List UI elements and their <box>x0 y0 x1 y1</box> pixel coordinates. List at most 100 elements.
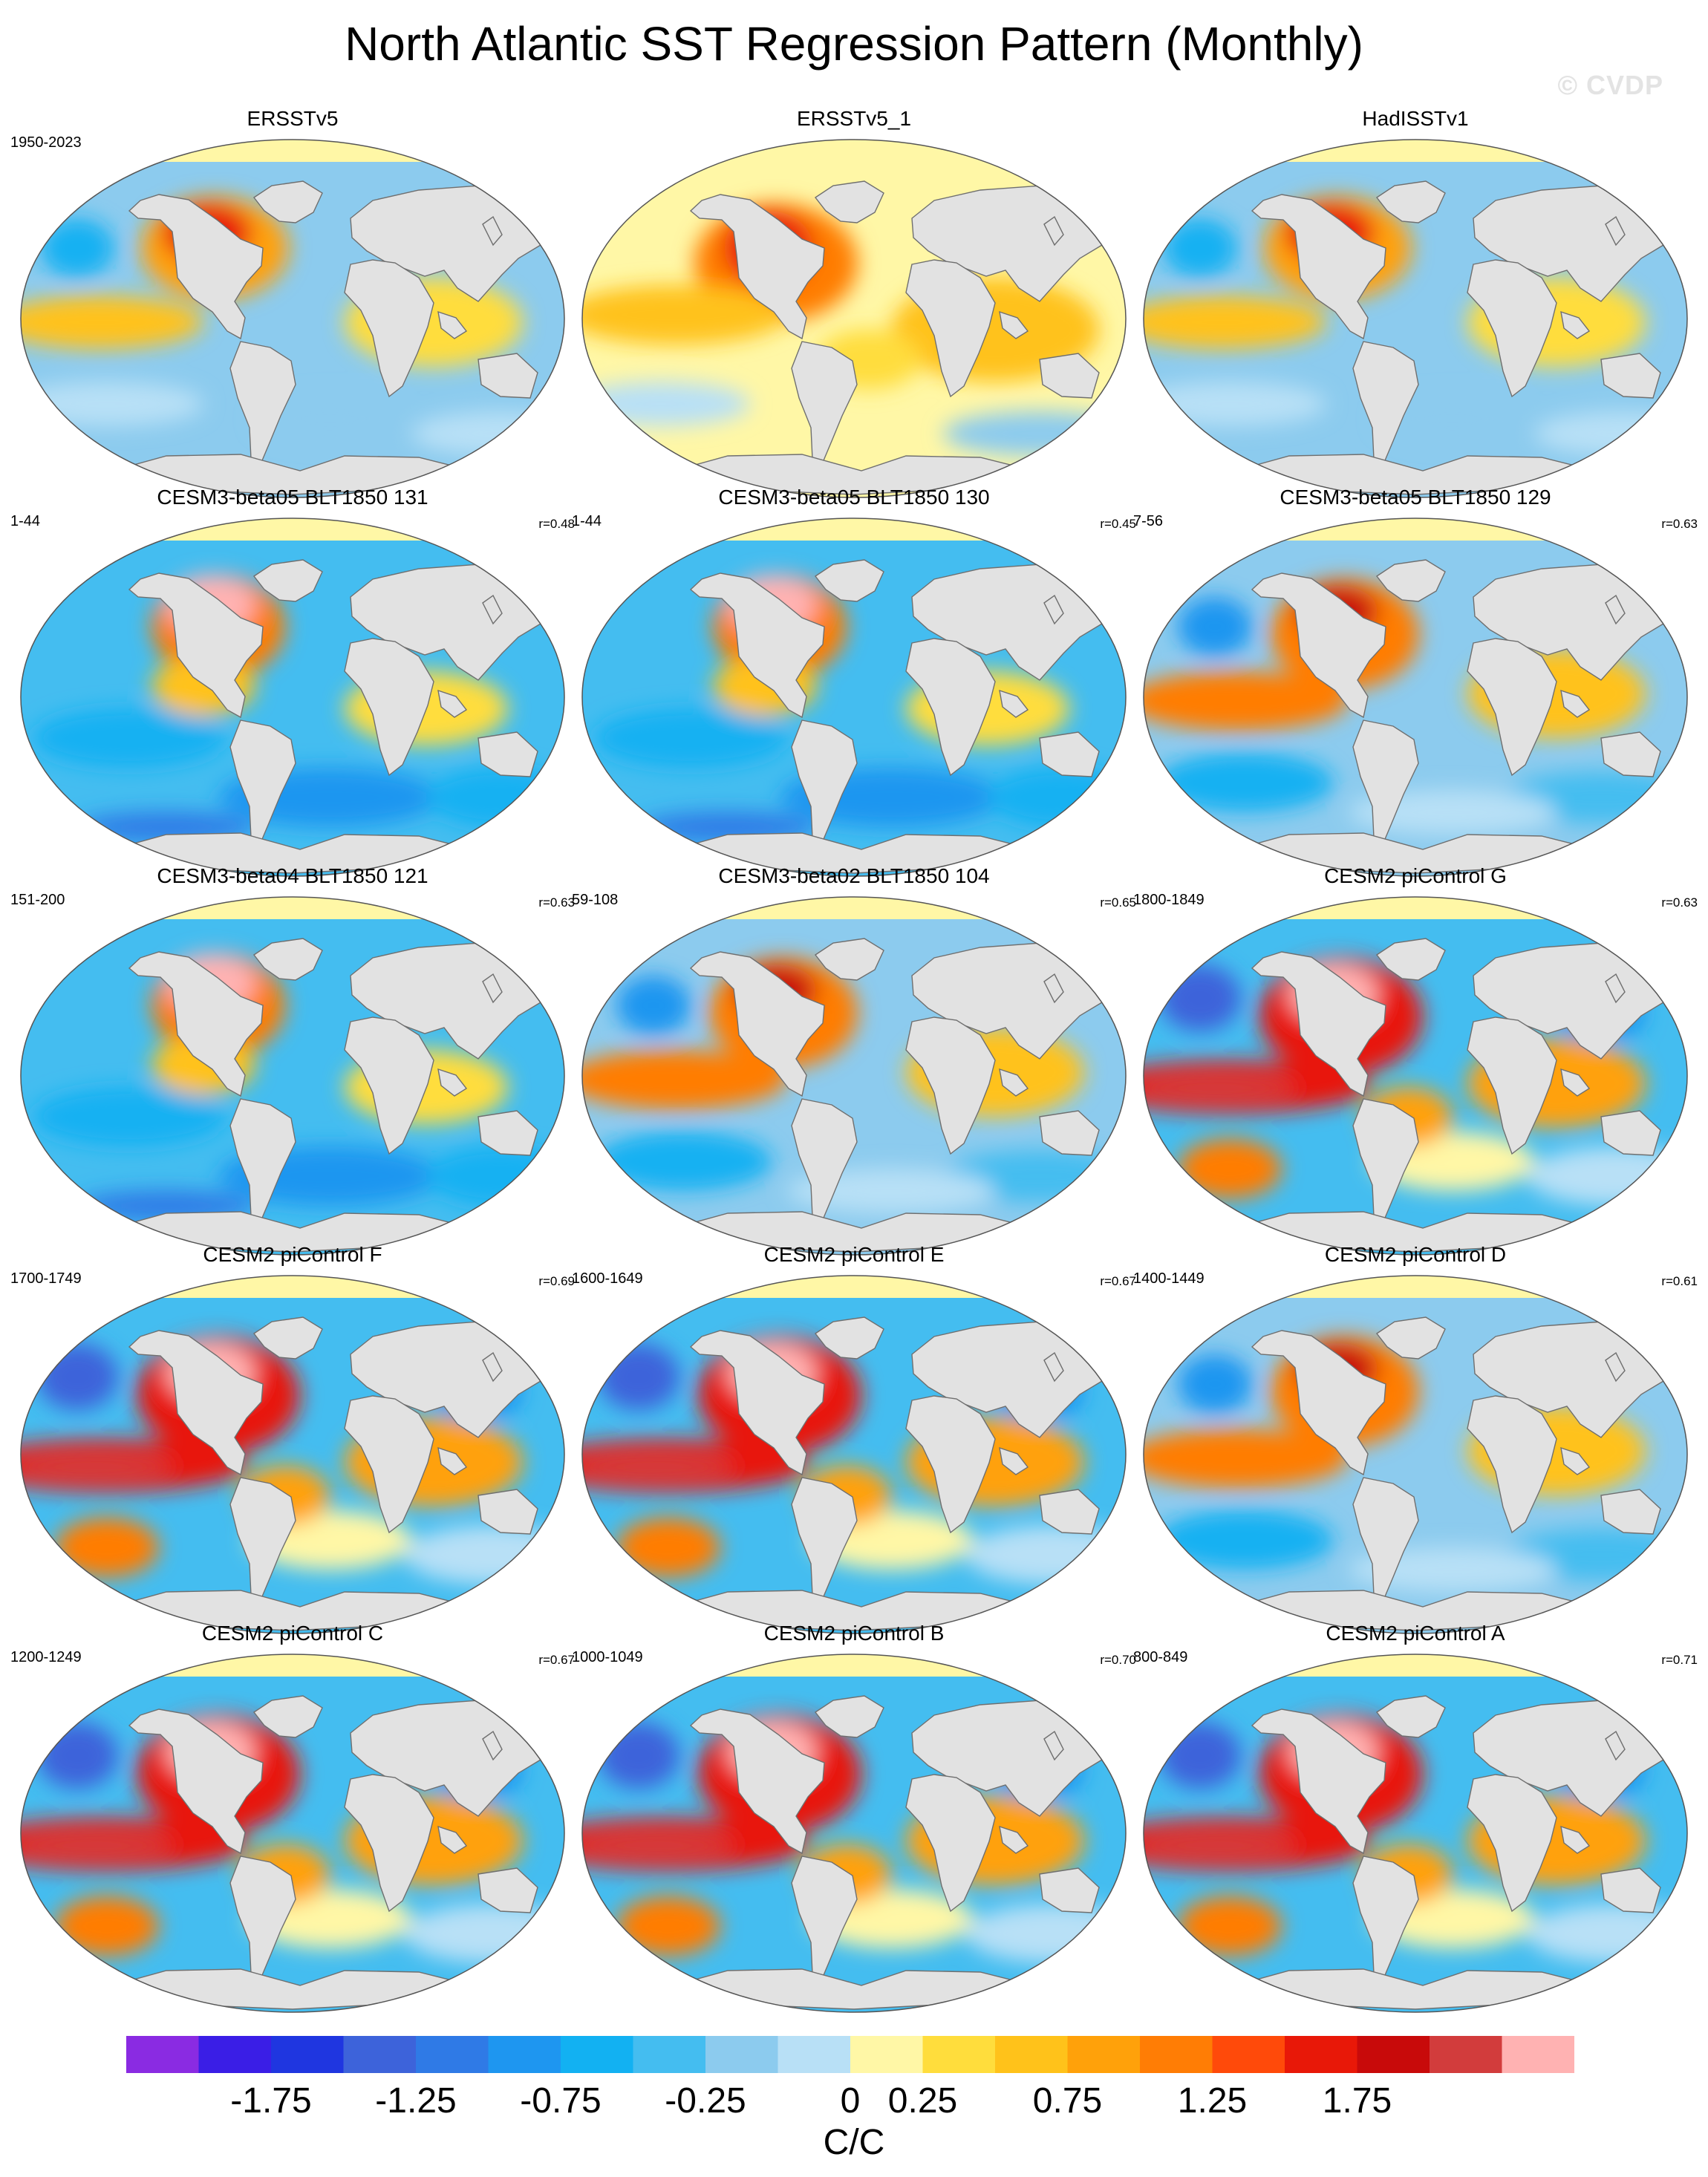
panel-correlation: r=0.67 <box>1100 1274 1136 1288</box>
landmass <box>1600 1867 1661 1913</box>
map-panel: CESM2 piControl D 1400-1449 r=0.61 <box>1133 1241 1698 1642</box>
sst-anomaly <box>616 1896 720 1956</box>
polar-band <box>21 518 564 541</box>
landmass <box>1039 1867 1100 1913</box>
panel-years: 151-200 <box>10 892 65 908</box>
colorbar-swatch <box>922 2036 996 2073</box>
landmass <box>1352 1855 1419 1985</box>
landmass <box>252 559 323 602</box>
polar-band <box>1144 897 1687 919</box>
landmass <box>666 1211 1042 1253</box>
sst-anomaly <box>582 1454 735 1481</box>
map-panel: CESM2 piControl G 1800-1849 r=0.63 <box>1133 863 1698 1264</box>
sst-field <box>582 897 1126 1255</box>
landmass <box>1600 1110 1661 1156</box>
sst-anomaly <box>1159 1722 1241 1789</box>
landmass <box>1228 1211 1603 1253</box>
panel-correlation: r=0.71 <box>1661 1653 1698 1667</box>
panel-title: CESM2 piControl C <box>201 1622 384 1645</box>
colorbar-tick-label: -1.75 <box>230 2081 312 2121</box>
landmass <box>1600 1489 1661 1535</box>
landmass <box>911 564 1109 681</box>
landmass <box>344 1016 434 1155</box>
panel-title: CESM2 piControl B <box>763 1622 945 1645</box>
sst-field <box>1144 1276 1687 1633</box>
sst-anomaly <box>1178 1354 1252 1414</box>
colorbar-tick-label: 1.75 <box>1322 2081 1392 2121</box>
map-projection <box>581 1654 1127 2013</box>
page-title: North Atlantic SST Regression Pattern (M… <box>345 17 1363 71</box>
polar-band <box>582 1276 1126 1298</box>
landmass <box>437 1825 468 1854</box>
landmass <box>1228 454 1603 495</box>
panel-years: 1-44 <box>10 513 41 529</box>
landmass <box>252 1695 323 1738</box>
panel-title: CESM3-beta05 BLT1850 129 <box>1280 486 1551 509</box>
landmass <box>477 731 538 777</box>
landmass <box>1375 938 1446 981</box>
landmass <box>1043 594 1064 625</box>
landmass <box>128 1708 264 1855</box>
map-border <box>1143 518 1688 877</box>
map-border <box>1143 1654 1688 2013</box>
panel-years: 1700-1749 <box>10 1270 82 1287</box>
landmass <box>911 1700 1109 1817</box>
panel-title: CESM3-beta05 BLT1850 131 <box>157 486 428 509</box>
map-panel: CESM3-beta04 BLT1850 121 151-200 r=0.63 <box>10 863 575 1264</box>
panel-title: CESM2 piControl G <box>1324 864 1507 887</box>
landmass <box>1251 1330 1386 1476</box>
panel-title: ERSSTv5 <box>247 107 339 130</box>
sst-anomaly <box>943 411 1126 456</box>
landmass <box>905 259 996 398</box>
landmass <box>1039 1489 1100 1535</box>
colorbar-swatch <box>633 2036 706 2073</box>
landmass <box>791 719 858 849</box>
landmass <box>689 1708 825 1855</box>
landmass <box>482 594 503 625</box>
landmass <box>1473 185 1670 302</box>
landmass <box>814 938 884 981</box>
colorbar-swatch <box>198 2036 272 2073</box>
polar-band <box>582 897 1126 919</box>
panel-correlation: r=0.48 <box>538 517 575 531</box>
landmass <box>905 638 996 777</box>
panel-correlation: r=0.61 <box>1661 1274 1698 1288</box>
landmass <box>1560 310 1591 339</box>
landmass <box>689 1330 825 1476</box>
landmass <box>350 942 547 1060</box>
landmass <box>1473 1321 1670 1438</box>
sst-anomaly <box>21 382 203 426</box>
sst-field <box>21 518 564 876</box>
panel-years: 1950-2023 <box>10 134 82 151</box>
landmass <box>477 1489 538 1535</box>
map-border <box>581 896 1127 1256</box>
landmass <box>791 1477 858 1607</box>
sst-anomaly <box>598 1722 679 1789</box>
landmass <box>128 1330 264 1476</box>
landmass <box>252 1316 323 1360</box>
landmass <box>1251 194 1386 340</box>
colorbar-tick-label: -1.25 <box>375 2081 457 2121</box>
landmass <box>999 1068 1029 1097</box>
map-projection <box>581 139 1127 498</box>
landmass <box>252 180 323 223</box>
colorbar-swatch <box>1502 2036 1574 2073</box>
panel-title: CESM3-beta04 BLT1850 121 <box>157 864 428 887</box>
sst-anomaly <box>594 708 787 768</box>
map-panel: CESM3-beta02 BLT1850 104 59-108 r=0.65 <box>572 863 1136 1264</box>
colorbar-tick-label: -0.25 <box>665 2081 746 2121</box>
map-border <box>20 1275 565 1634</box>
panel-correlation: r=0.69 <box>538 1274 575 1288</box>
sst-anomaly <box>33 708 226 768</box>
landmass <box>437 1446 468 1475</box>
landmass <box>1228 1590 1603 1631</box>
landmass <box>1352 1098 1419 1228</box>
sst-anomaly <box>582 285 787 345</box>
landmass <box>229 1855 296 1985</box>
landmass <box>229 1098 296 1228</box>
sst-anomaly <box>582 1832 735 1859</box>
map-panel: CESM2 piControl F 1700-1749 r=0.69 <box>10 1241 575 1642</box>
map-border <box>581 518 1127 877</box>
landmass <box>1352 341 1419 471</box>
sst-anomaly <box>1144 1075 1297 1102</box>
